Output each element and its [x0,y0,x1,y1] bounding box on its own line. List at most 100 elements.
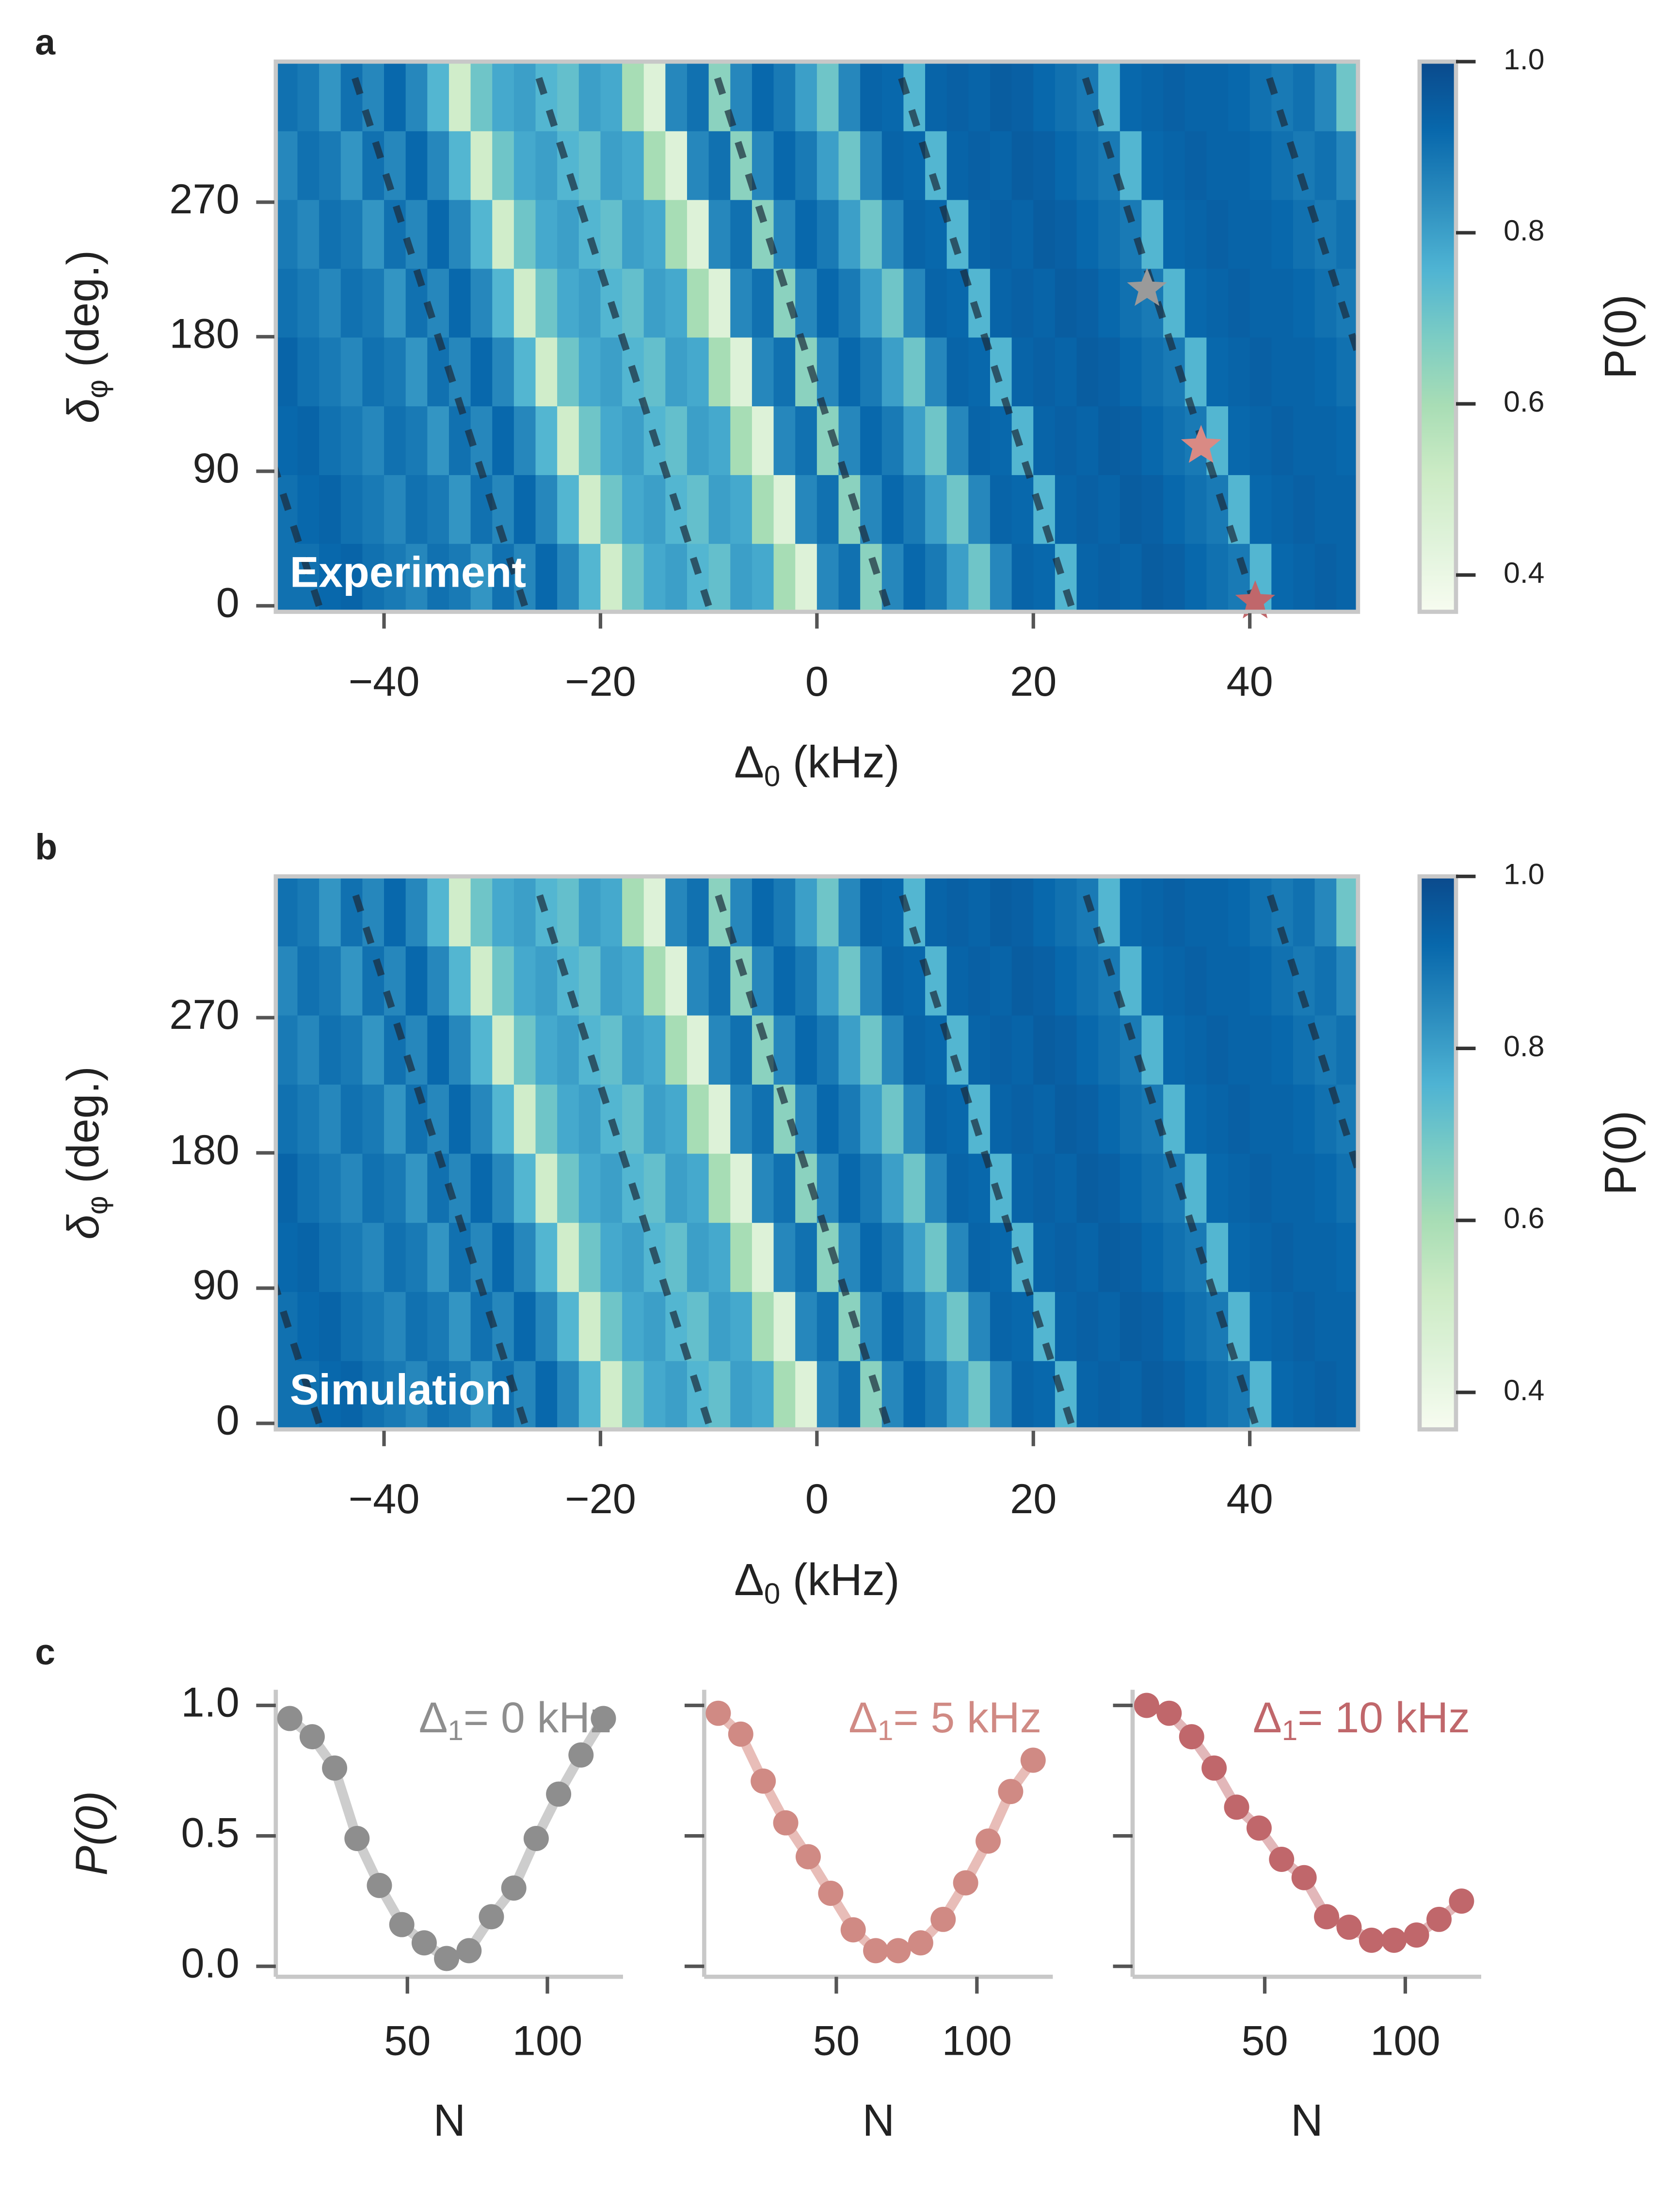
data-point [1381,1927,1407,1953]
heatmap-cell [513,62,537,131]
data-point [479,1904,504,1930]
heatmap-cell [730,543,753,613]
heatmap-cell [1206,199,1229,269]
y-tick-label: 0 [216,1397,240,1444]
heatmap-cell [1271,336,1294,407]
heatmap-cell [1206,62,1229,131]
heatmap-cell [600,1360,623,1430]
heatmap-cell [362,336,385,407]
data-point [1224,1794,1249,1820]
heatmap-cell [687,62,710,131]
heatmap-cell [535,130,558,200]
heatmap-cell [990,62,1013,131]
heatmap-cell [1076,1360,1099,1430]
heatmap-cell [990,876,1013,946]
heatmap-cell [1011,199,1034,269]
heatmap-cell [297,1084,320,1154]
heatmap-cell [1055,1222,1078,1292]
heatmap-cell [1206,1152,1229,1223]
heatmap-cell [643,130,667,200]
heatmap-cell [1293,543,1316,613]
heatmap-cell [643,268,667,338]
heatmap-cell [1141,876,1164,946]
heatmap-cell [557,268,580,338]
heatmap-cell [1120,1291,1143,1361]
star-marker [1235,580,1275,619]
x-tick-label: 100 [512,2018,583,2064]
heatmap-cell [578,1360,602,1430]
data-point [1269,1847,1295,1872]
heatmap-cell [665,130,688,200]
heatmap-cell [470,336,493,407]
heatmap-cell [1120,336,1143,407]
heatmap-cell [1163,543,1186,613]
heatmap-cell [816,945,840,1016]
heatmap-cell [384,876,407,946]
heatmap-cell [708,543,732,613]
x-tick-label: 100 [1370,2018,1440,2064]
heatmap-cell [448,876,472,946]
y-tick-label: 270 [169,176,240,223]
heatmap-cell [275,336,299,407]
heatmap-cell [297,336,320,407]
heatmap-cell [622,1291,645,1361]
x-axis-label-text: (kHz) [780,1554,899,1605]
heatmap-cell [557,876,580,946]
heatmap-cell [687,268,710,338]
heatmap-cell [1163,130,1186,200]
heatmap-cell [600,876,623,946]
y-axis-label-text: (deg.) [58,1066,108,1196]
heatmap-cell [1163,405,1186,475]
heatmap-cell [881,405,905,475]
heatmap-cell [1076,199,1099,269]
heatmap-cell [816,1360,840,1430]
heatmap-cell [622,1360,645,1430]
heatmap-cell [1184,1360,1208,1430]
heatmap-cell [730,405,753,475]
heatmap-cell [665,336,688,407]
heatmap-cell [578,62,602,131]
data-point [705,1700,731,1726]
heatmap-cell [730,1152,753,1223]
heatmap-cell [319,1014,342,1085]
heatmap-cell [384,1084,407,1154]
x-tick-label: 100 [942,2018,1012,2064]
data-point [1426,1906,1452,1932]
heatmap-cell [903,543,926,613]
heatmap-cell [470,1014,493,1085]
heatmap-cell [1055,543,1078,613]
heatmap-cell [1055,1014,1078,1085]
heatmap-cell [1206,336,1229,407]
heatmap-cell [470,1360,493,1430]
heatmap-cell [1184,199,1208,269]
heatmap-cell [362,1084,385,1154]
x-axis-label: Δ0 (kHz) [734,737,899,792]
heatmap-cell [405,543,429,613]
heatmap-cell [1163,62,1186,131]
heatmap-cell [1184,336,1208,407]
heatmap-cell [816,876,840,946]
guide-line [1078,881,1259,1424]
heatmap-cell [708,1360,732,1430]
heatmap-cell [1033,130,1056,200]
heatmap-cell [946,62,970,131]
heatmap-cell [1271,1360,1294,1430]
heatmap-cell [448,268,472,338]
heatmap-cell [881,62,905,131]
heatmap-cell [730,474,753,544]
heatmap-cell [1228,1084,1251,1154]
heatmap-cell [1336,1014,1359,1085]
heatmap-cell [1033,876,1056,946]
heatmap-cell [405,1222,429,1292]
heatmap-cell [1141,62,1164,131]
heatmap-cell [535,199,558,269]
heatmap-cell [1141,474,1164,544]
panel-title-sub: 1 [1282,1715,1297,1746]
heatmap-cell [1293,1291,1316,1361]
heatmap-cell [1228,405,1251,475]
heatmap-cell [275,876,299,946]
data-point [818,1881,844,1906]
heatmap-cell [535,474,558,544]
x-axis-label: Δ0 (kHz) [734,1554,899,1610]
heatmap-cell [730,268,753,338]
